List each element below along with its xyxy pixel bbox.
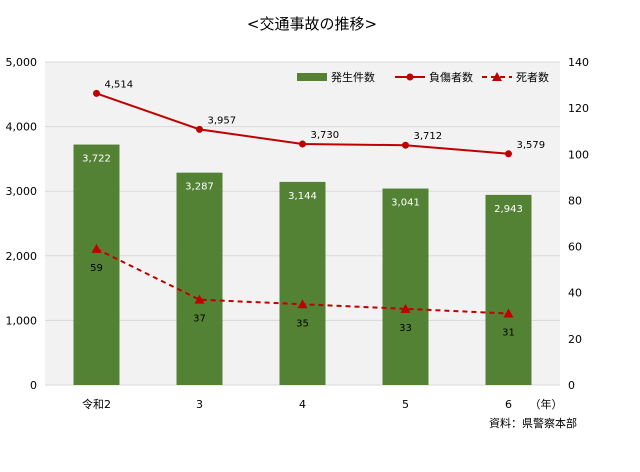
legend-label: 負傷者数 [429,70,473,84]
line-value-label: 59 [90,263,103,274]
bar-2 [176,172,223,385]
line-point [505,150,512,158]
y-left-tick-label: 2,000 [6,250,38,263]
y-right-tick-label: 20 [568,333,582,346]
line-value-label: 3,730 [311,130,340,141]
line-value-label: 35 [296,318,309,329]
bar-4 [382,188,429,385]
line-value-label: 37 [193,314,206,325]
y-right-tick-label: 140 [568,56,589,69]
line-value-label: 3,579 [517,140,546,151]
y-right-tick-label: 60 [568,241,582,254]
legend-swatch-bars [297,73,327,81]
line-value-label: 31 [502,327,515,338]
x-tick-label: 4 [299,398,306,411]
x-tick-label: 令和2 [82,397,111,411]
line-point [297,299,308,309]
y-right-tick-label: 120 [568,102,589,115]
line-point [503,308,514,318]
bar-value-label: 3,722 [82,154,111,165]
x-unit-label: （年） [530,397,563,411]
x-tick-label: 5 [402,398,409,411]
line-point [402,141,409,149]
line-point [194,294,205,304]
y-left-tick-label: 4,000 [6,121,38,134]
line-value-label: 4,514 [105,79,134,90]
line-point [93,89,100,97]
legend-marker [492,72,502,81]
bar-value-label: 3,287 [185,182,214,193]
x-tick-label: 3 [196,398,203,411]
line-value-label: 3,712 [414,131,443,142]
line-value-label: 33 [399,323,412,334]
y-right-tick-label: 100 [568,148,589,161]
y-left-tick-label: 3,000 [6,185,38,198]
y-right-tick-label: 0 [568,379,575,392]
bar-3 [279,181,326,385]
line-point [196,125,203,133]
y-left-tick-label: 0 [30,379,37,392]
line-point [299,140,306,148]
line-point [91,243,102,253]
x-tick-label: 6 [505,398,512,411]
legend-label: 発生件数 [331,70,375,84]
legend-marker [406,73,414,81]
bar-value-label: 3,144 [288,191,317,202]
source-note: 資料：県警察本部 [489,416,577,430]
line-point [400,303,411,313]
legend-label: 死者数 [516,71,549,84]
bar-value-label: 3,041 [391,198,420,209]
bar-5 [485,194,532,385]
chart-title: <交通事故の推移> [247,15,377,33]
line-value-label: 3,957 [208,115,237,126]
y-left-tick-label: 5,000 [6,56,38,69]
y-left-tick-label: 1,000 [6,314,38,327]
bar-1 [73,144,120,385]
y-right-tick-label: 40 [568,287,582,300]
y-right-tick-label: 80 [568,194,582,207]
bar-value-label: 2,943 [494,204,523,215]
